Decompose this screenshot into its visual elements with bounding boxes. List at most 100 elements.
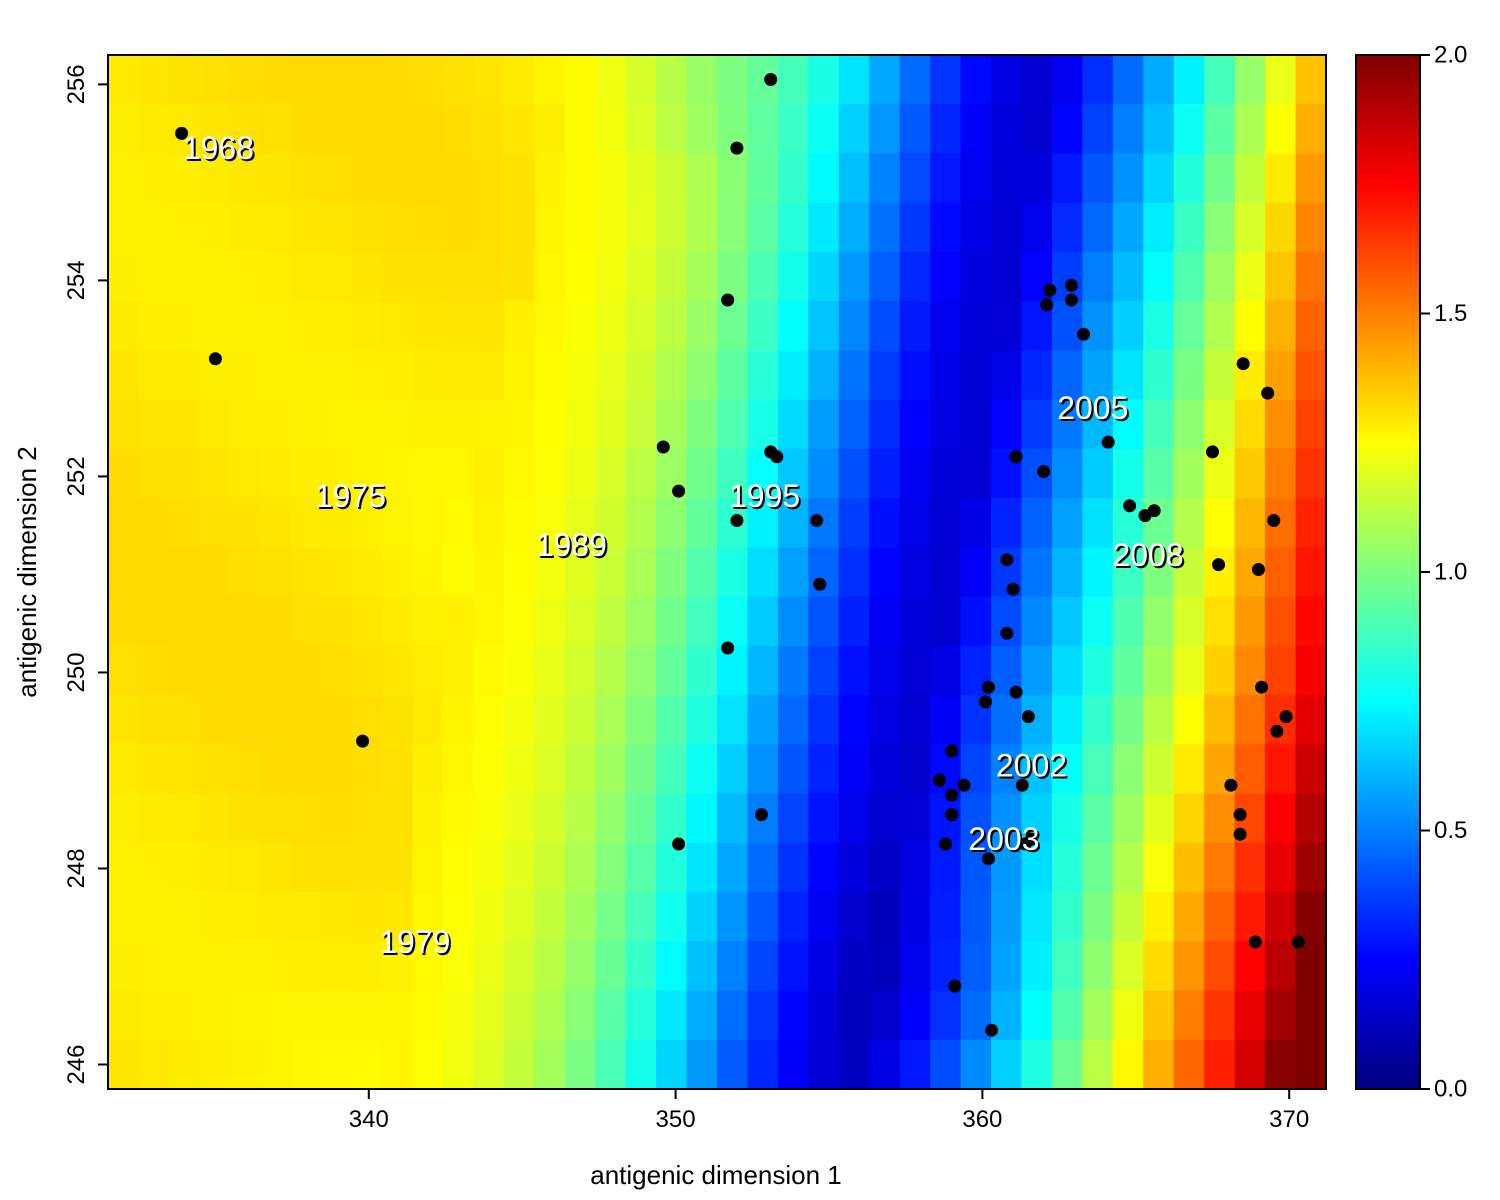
heatmap-cell bbox=[777, 892, 809, 942]
heatmap-cell bbox=[412, 153, 444, 204]
heatmap-cell bbox=[229, 842, 261, 893]
heatmap-cell bbox=[1295, 941, 1326, 992]
heatmap-cell bbox=[260, 202, 292, 253]
heatmap-cell bbox=[534, 1039, 566, 1089]
heatmap-cell bbox=[564, 202, 596, 253]
heatmap-cell bbox=[199, 301, 231, 352]
heatmap-cell bbox=[564, 498, 596, 548]
heatmap-cell bbox=[625, 793, 657, 844]
heatmap-cell bbox=[199, 104, 231, 155]
y-axis: 246 248 250 252 254 256 bbox=[63, 64, 108, 1085]
heatmap-cell bbox=[290, 202, 322, 253]
heatmap-cell bbox=[1051, 153, 1083, 204]
year-label: 1975 bbox=[315, 478, 386, 514]
heatmap-cell bbox=[564, 547, 596, 598]
heatmap-cell bbox=[1112, 892, 1144, 942]
heatmap-cell bbox=[534, 892, 566, 942]
heatmap-cell bbox=[777, 547, 809, 598]
heatmap-cell bbox=[1204, 645, 1236, 696]
heatmap-cell bbox=[625, 547, 657, 598]
heatmap-cell bbox=[960, 448, 992, 499]
heatmap-cell bbox=[625, 941, 657, 992]
heatmap-cell bbox=[290, 842, 322, 893]
heatmap-cell bbox=[1112, 1039, 1144, 1089]
heatmap-cell bbox=[168, 498, 200, 548]
heatmap-cell bbox=[930, 596, 962, 647]
heatmap-cell bbox=[199, 1039, 231, 1089]
year-label: 2008 bbox=[1113, 537, 1184, 573]
heatmap-cell bbox=[351, 842, 383, 893]
heatmap-cell bbox=[168, 251, 200, 302]
heatmap-cell bbox=[595, 350, 627, 401]
heatmap-cell bbox=[473, 793, 505, 844]
heatmap-cell bbox=[1265, 990, 1297, 1041]
heatmap-cell bbox=[1112, 744, 1144, 795]
heatmap-cell bbox=[991, 498, 1023, 548]
heatmap-cell bbox=[656, 842, 688, 893]
heatmap-cell bbox=[564, 596, 596, 647]
heatmap-cell bbox=[351, 350, 383, 401]
heatmap-cell bbox=[991, 892, 1023, 942]
heatmap-cell bbox=[442, 744, 474, 795]
year-label-shadow: 2002 bbox=[998, 750, 1069, 786]
heatmap-cell bbox=[229, 399, 261, 450]
heatmap-cell bbox=[351, 448, 383, 499]
heatmap-cell bbox=[1265, 202, 1297, 253]
heatmap-cell bbox=[1173, 153, 1205, 204]
heatmap-cell bbox=[503, 990, 535, 1041]
heatmap-cell bbox=[595, 892, 627, 942]
heatmap-cell bbox=[1021, 645, 1053, 696]
heatmap-cell bbox=[1021, 399, 1053, 450]
heatmap-cell bbox=[899, 498, 931, 548]
heatmap-cell bbox=[473, 55, 505, 105]
data-point bbox=[721, 641, 735, 655]
heatmap-cell bbox=[1143, 744, 1175, 795]
heatmap-cell bbox=[260, 596, 292, 647]
heatmap-cell bbox=[1051, 202, 1083, 253]
heatmap-cell bbox=[747, 695, 779, 745]
heatmap-cell bbox=[138, 695, 170, 745]
heatmap-cell bbox=[290, 892, 322, 942]
heatmap-cell bbox=[1112, 55, 1144, 105]
heatmap-cell bbox=[321, 301, 353, 352]
data-point bbox=[770, 450, 784, 464]
heatmap-cell bbox=[1295, 695, 1326, 745]
heatmap-cell bbox=[899, 301, 931, 352]
heatmap-cell bbox=[960, 498, 992, 548]
heatmap-cell bbox=[473, 547, 505, 598]
heatmap-cell bbox=[229, 251, 261, 302]
data-point bbox=[672, 837, 686, 851]
heatmap-cell bbox=[717, 793, 749, 844]
heatmap-cell bbox=[290, 498, 322, 548]
year-label-shadow: 1995 bbox=[731, 480, 802, 516]
heatmap-cell bbox=[1204, 842, 1236, 893]
heatmap-cell bbox=[899, 547, 931, 598]
data-point bbox=[730, 514, 744, 527]
heatmap-cell bbox=[1082, 55, 1114, 105]
heatmap-cell bbox=[1204, 695, 1236, 745]
heatmap-cell bbox=[1295, 547, 1326, 598]
heatmap-cell bbox=[138, 744, 170, 795]
heatmap-cell bbox=[656, 1039, 688, 1089]
heatmap-cell bbox=[382, 941, 414, 992]
heatmap-cell bbox=[321, 202, 353, 253]
heatmap-cell bbox=[442, 892, 474, 942]
heatmap-cell bbox=[168, 695, 200, 745]
heatmap-cell bbox=[503, 104, 535, 155]
data-points bbox=[175, 73, 1305, 1037]
heatmap-cell bbox=[168, 448, 200, 499]
heatmap-cell bbox=[229, 990, 261, 1041]
heatmap-cell bbox=[138, 448, 170, 499]
heatmap-cell bbox=[808, 990, 840, 1041]
heatmap-cell bbox=[199, 153, 231, 204]
heatmap-cell bbox=[869, 695, 901, 745]
heatmap-cell bbox=[1143, 448, 1175, 499]
data-point bbox=[982, 680, 995, 694]
heatmap-cell bbox=[717, 547, 749, 598]
heatmap-cell bbox=[382, 744, 414, 795]
heatmap-cell bbox=[899, 793, 931, 844]
heatmap-cell bbox=[656, 892, 688, 942]
heatmap-cell bbox=[595, 695, 627, 745]
heatmap-cell bbox=[351, 251, 383, 302]
heatmap-cell bbox=[473, 842, 505, 893]
